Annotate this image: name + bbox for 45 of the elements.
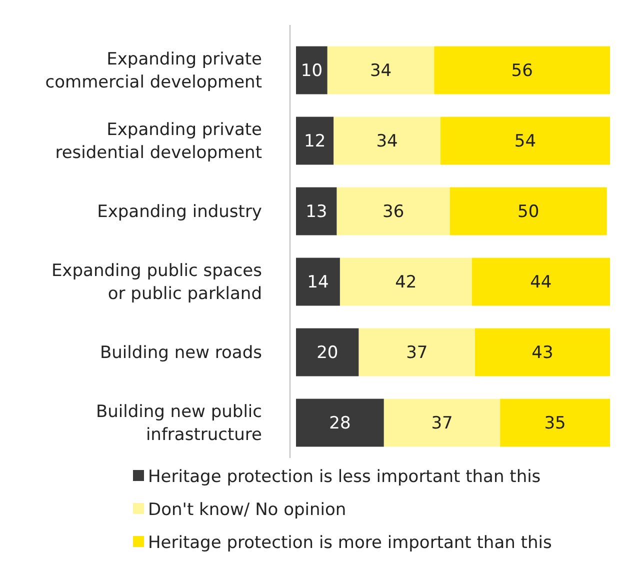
bar	[296, 116, 334, 165]
data-label: 37	[431, 414, 453, 434]
bar	[440, 116, 610, 165]
bar	[334, 116, 440, 165]
data-label: 34	[370, 61, 392, 82]
data-label: 20	[316, 343, 338, 364]
bar	[450, 187, 607, 236]
bar	[296, 258, 340, 306]
bar	[358, 328, 475, 376]
y-tick-label: Expanding public spaces or public parkland	[51, 261, 262, 304]
y-tick-label: Building new roads	[100, 343, 262, 364]
y-tick-label: Expanding industry	[97, 202, 262, 222]
bar	[327, 46, 434, 94]
bar	[296, 187, 337, 236]
data-label: 36	[382, 202, 404, 222]
bar	[472, 258, 610, 306]
bar	[296, 46, 328, 94]
data-label: 56	[511, 61, 533, 82]
data-label: 50	[518, 202, 540, 222]
bar	[500, 398, 610, 447]
legend-label: Don't know/ No opinion	[148, 500, 346, 520]
bar	[384, 398, 500, 447]
data-label: 44	[530, 272, 552, 293]
data-label: 54	[514, 132, 536, 152]
data-label: 43	[532, 343, 554, 364]
y-tick-label: Expanding private commercial development	[45, 50, 262, 93]
y-tick-label: Building new public infrastructure	[96, 402, 262, 446]
bar	[340, 258, 472, 306]
data-label: 37	[406, 343, 428, 364]
legend-label: Heritage protection is more important than this	[148, 532, 552, 553]
data-label: 14	[307, 272, 329, 293]
data-label: 42	[395, 272, 417, 293]
data-label: 34	[376, 132, 398, 152]
data-label: 35	[544, 414, 566, 434]
data-label: 10	[300, 61, 323, 82]
bar	[336, 187, 450, 236]
bar	[296, 328, 359, 376]
legend-label: Heritage protection is less important than this	[148, 466, 541, 487]
y-tick-label: Expanding private residential development	[55, 120, 262, 164]
data-label: 13	[306, 202, 328, 222]
data-label: 12	[304, 132, 326, 152]
bar	[434, 46, 610, 94]
bar	[474, 328, 610, 376]
data-label: 28	[329, 414, 351, 434]
bar	[296, 398, 384, 447]
